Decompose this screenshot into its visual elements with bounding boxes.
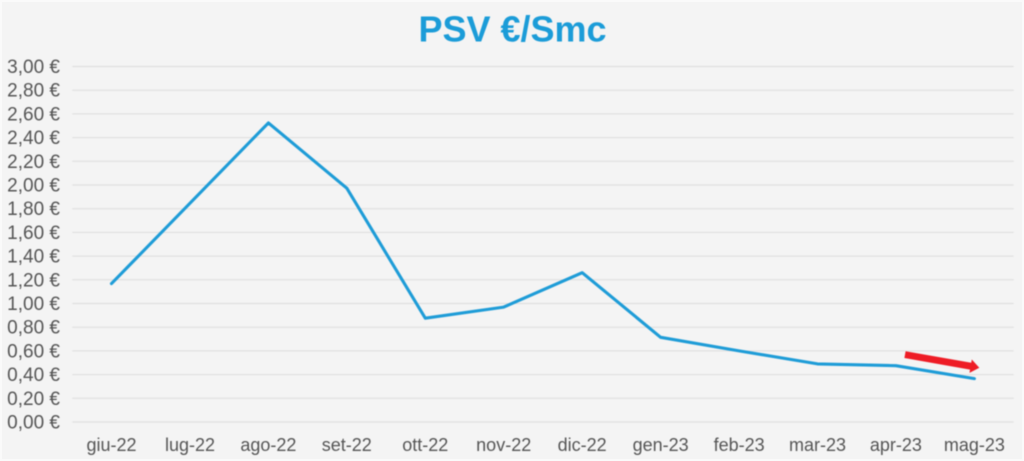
svg-text:set-22: set-22 [322,435,372,455]
svg-text:2,20 €: 2,20 € [7,152,60,173]
svg-text:lug-22: lug-22 [165,435,215,455]
svg-text:giu-22: giu-22 [86,435,136,455]
svg-text:ago-22: ago-22 [240,435,296,455]
svg-text:mar-23: mar-23 [789,435,846,455]
svg-text:0,00 €: 0,00 € [7,413,60,434]
svg-text:1,80 €: 1,80 € [7,199,60,220]
svg-text:dic-22: dic-22 [558,435,607,455]
svg-text:nov-22: nov-22 [476,435,531,455]
svg-text:2,40 €: 2,40 € [7,128,60,149]
svg-text:1,20 €: 1,20 € [7,270,60,291]
svg-text:0,20 €: 0,20 € [7,389,60,410]
svg-text:1,40 €: 1,40 € [7,247,60,268]
svg-text:0,40 €: 0,40 € [7,365,60,386]
svg-text:2,80 €: 2,80 € [7,81,60,102]
svg-text:2,00 €: 2,00 € [7,176,60,197]
svg-text:1,60 €: 1,60 € [7,223,60,244]
svg-text:feb-23: feb-23 [714,435,765,455]
svg-text:gen-23: gen-23 [633,435,689,455]
svg-text:2,60 €: 2,60 € [7,104,60,125]
svg-text:0,80 €: 0,80 € [7,318,60,339]
svg-text:0,60 €: 0,60 € [7,341,60,362]
svg-text:mag-23: mag-23 [944,435,1005,455]
svg-text:1,00 €: 1,00 € [7,294,60,315]
svg-text:ott-22: ott-22 [402,435,448,455]
svg-text:3,00 €: 3,00 € [7,57,60,78]
svg-text:PSV €/Smc: PSV €/Smc [418,8,606,49]
svg-text:apr-23: apr-23 [870,435,922,455]
